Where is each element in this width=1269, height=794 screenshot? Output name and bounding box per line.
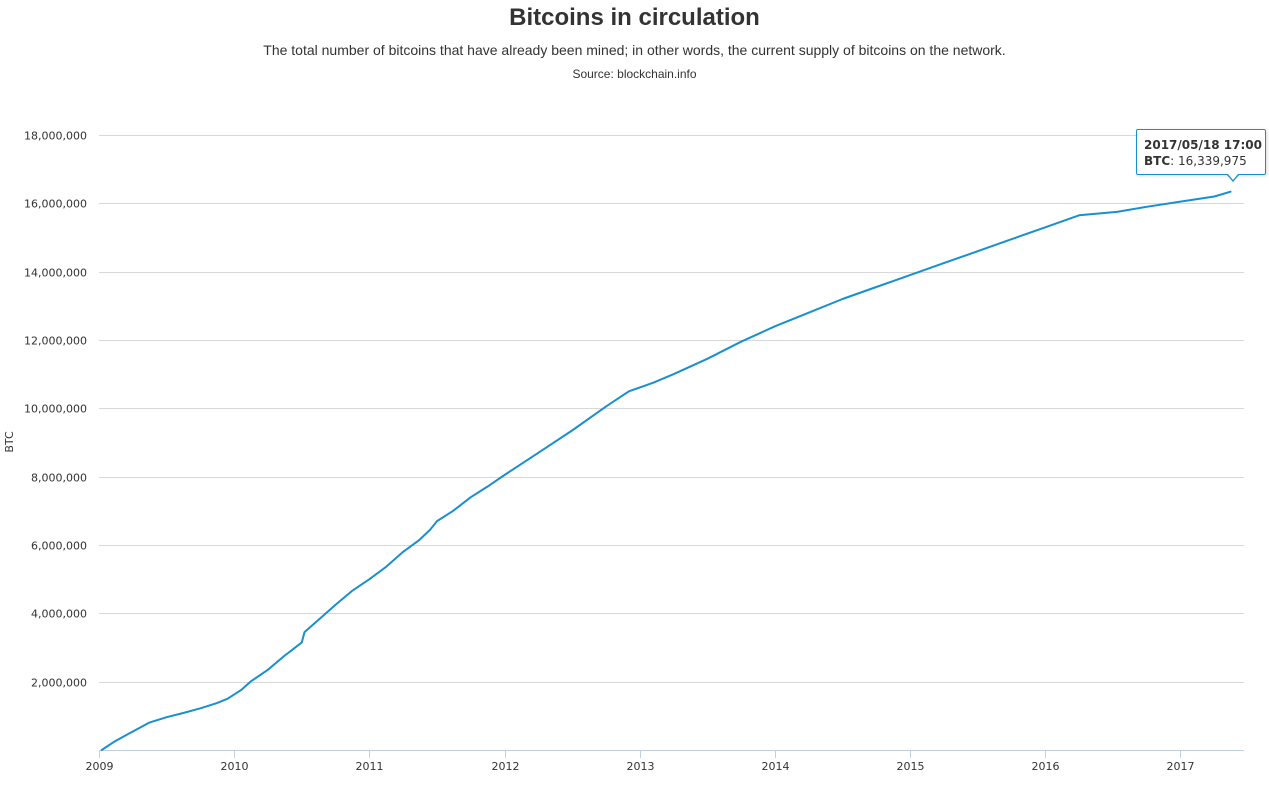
chart-title: Bitcoins in circulation [509,4,760,31]
y-tick-label: 8,000,000 [31,472,87,485]
y-tick-label: 10,000,000 [24,403,87,416]
y-axis-label: BTC [3,431,16,453]
y-tick-label: 4,000,000 [31,608,87,621]
x-tick-label: 2013 [627,760,655,773]
x-tick-label: 2010 [221,760,249,773]
series-line-btc [100,190,1232,751]
y-tick-label: 16,000,000 [24,198,87,211]
series-group [100,190,1232,751]
chart-source: Source: blockchain.info [572,67,697,81]
x-tick-label: 2016 [1032,760,1060,773]
y-axis: 2,000,000 4,000,000 6,000,000 8,000,000 10,0… [24,130,87,690]
x-axis: 2009 2010 2011 2012 2013 2014 2015 2016 2017 [86,750,1244,773]
x-tick-label: 2009 [86,760,114,773]
y-tick-label: 18,000,000 [24,130,87,143]
y-tick-label: 6,000,000 [31,540,87,553]
x-tick-label: 2014 [762,760,790,773]
tooltip-pointer-fill [1228,174,1238,180]
grid-lines [99,135,1244,683]
x-tick-label: 2011 [356,760,384,773]
tooltip-series-label: BTC [1144,154,1171,168]
x-tick-label: 2017 [1167,760,1195,773]
x-tick-label: 2015 [897,760,925,773]
tooltip-date: 2017/05/18 17:00 [1144,138,1262,152]
chart-subtitle: The total number of bitcoins that have a… [263,42,1006,58]
tooltip-value: 16,339,975 [1178,154,1247,168]
y-tick-label: 14,000,000 [24,267,87,280]
tooltip: 2017/05/18 17:00 BTC: 16,339,975 [1136,129,1266,175]
y-tick-label: 12,000,000 [24,335,87,348]
y-tick-label: 2,000,000 [31,677,87,690]
x-tick-label: 2012 [492,760,520,773]
